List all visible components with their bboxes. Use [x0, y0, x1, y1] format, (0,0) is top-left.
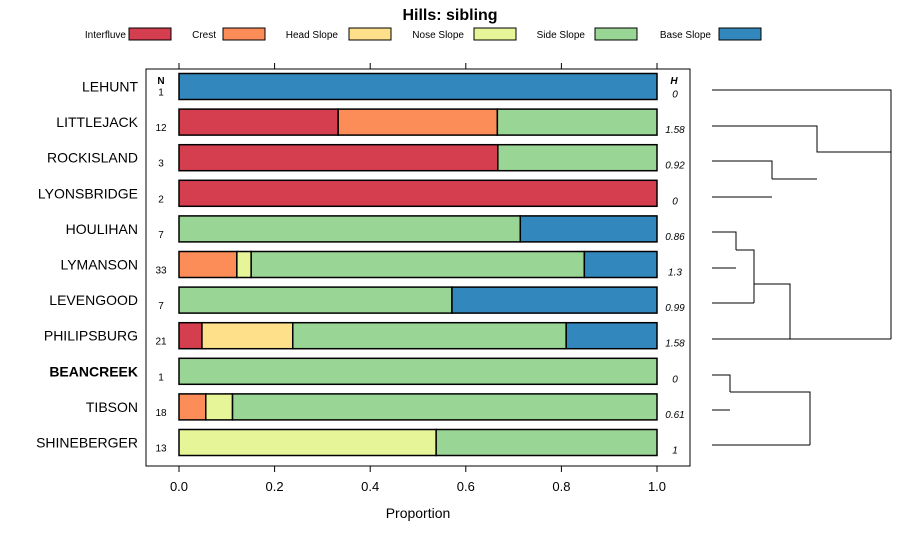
legend-label: Base Slope [660, 30, 712, 41]
row-label: TIBSON [86, 399, 138, 415]
row-label: ROCKISLAND [47, 150, 138, 166]
n-value: 1 [158, 372, 164, 383]
bar-segment [292, 321, 567, 350]
h-value: 0 [672, 90, 678, 101]
row-label: SHINEBERGER [36, 435, 138, 451]
row-label: LEVENGOOD [49, 292, 138, 308]
bar-segment [496, 108, 658, 136]
dendrogram-branch [754, 283, 791, 339]
h-value: 1 [672, 446, 678, 457]
n-column-header: N [157, 76, 164, 87]
legend-swatch [348, 27, 392, 41]
bar-segment [497, 143, 658, 172]
h-value: 0.92 [665, 161, 685, 172]
dendrogram-branch [712, 160, 773, 179]
n-value: 7 [158, 230, 164, 241]
dendrogram-branch [712, 374, 731, 392]
legend-label: Crest [192, 30, 216, 41]
legend-swatch [473, 27, 517, 41]
x-tick-label: 1.0 [648, 479, 666, 494]
bar-segment [178, 321, 203, 350]
legend-label: Side Slope [537, 30, 586, 41]
row-label: LYMANSON [60, 257, 138, 273]
row-label: LYONSBRIDGE [38, 185, 138, 201]
dendrogram-branch [730, 391, 811, 445]
dendrogram-branch [736, 249, 755, 276]
bar-segment [236, 250, 252, 279]
row-label: HOULIHAN [66, 221, 138, 237]
h-value: 0 [672, 196, 678, 207]
bar-segment [178, 72, 658, 101]
bar-segment [451, 286, 658, 314]
bar-segment [231, 393, 658, 421]
h-value: 0 [672, 374, 678, 385]
n-value: 21 [155, 337, 167, 348]
h-value: 1.58 [665, 125, 685, 136]
x-tick-label: 0.0 [170, 479, 188, 494]
x-tick-label: 0.8 [552, 479, 570, 494]
bar-segment [178, 215, 522, 243]
bar-segment [201, 321, 294, 350]
dendrogram [712, 89, 892, 446]
row-label: BEANCREEK [49, 363, 138, 379]
bar-segment [250, 250, 586, 279]
h-value: 0.99 [665, 303, 685, 314]
bar-segment [519, 215, 658, 243]
h-column-header: H [670, 76, 678, 87]
x-tick-label: 0.4 [361, 479, 379, 494]
n-value: 3 [158, 159, 164, 170]
legend: Interfluve Crest Head Slope Nose Slope Side … [85, 27, 762, 41]
bar-segment [178, 143, 499, 172]
n-value: 12 [155, 123, 167, 134]
bar-segment [565, 321, 658, 350]
bar-segment [583, 250, 658, 279]
row-label: LITTLEJACK [56, 114, 138, 130]
n-value: 18 [155, 408, 167, 419]
plot-frame [145, 68, 691, 467]
chart-title: Hills: sibling [402, 7, 497, 24]
bar-segment [178, 250, 238, 279]
bar-segment [178, 393, 207, 421]
bar-segment [178, 357, 658, 386]
h-value: 1.3 [668, 268, 682, 279]
x-tick-label: 0.6 [457, 479, 475, 494]
n-value: 33 [155, 266, 167, 277]
bar-segment [178, 286, 453, 314]
x-axis: 0.0 0.2 0.4 0.6 0.8 1.0 [170, 63, 666, 494]
h-value: 1.58 [665, 339, 685, 350]
bar-segment [178, 179, 658, 208]
x-tick-label: 0.2 [266, 479, 284, 494]
row-label: LEHUNT [82, 79, 138, 95]
n-value: 2 [158, 194, 164, 205]
legend-swatch [594, 27, 638, 41]
legend-label: Interfluve [85, 30, 127, 41]
row-label: PHILIPSBURG [44, 328, 138, 344]
legend-swatch [128, 27, 172, 41]
dendrogram-branch [712, 231, 737, 250]
n-value: 13 [155, 444, 167, 455]
legend-swatch [718, 27, 762, 41]
legend-label: Head Slope [286, 30, 339, 41]
legend-label: Nose Slope [412, 30, 464, 41]
dendrogram-branch [712, 125, 891, 153]
bar-segment [205, 393, 234, 421]
bar-segment [435, 428, 658, 457]
bar-segment [178, 108, 339, 136]
x-axis-label: Proportion [386, 505, 451, 521]
h-value: 0.61 [665, 410, 684, 421]
h-value: 0.86 [665, 232, 685, 243]
legend-swatch [222, 27, 266, 41]
n-value: 1 [158, 88, 164, 99]
dendrogram-branch [712, 89, 892, 152]
bar-segment [178, 428, 437, 457]
bar-segment [337, 108, 499, 136]
n-value: 7 [158, 301, 164, 312]
